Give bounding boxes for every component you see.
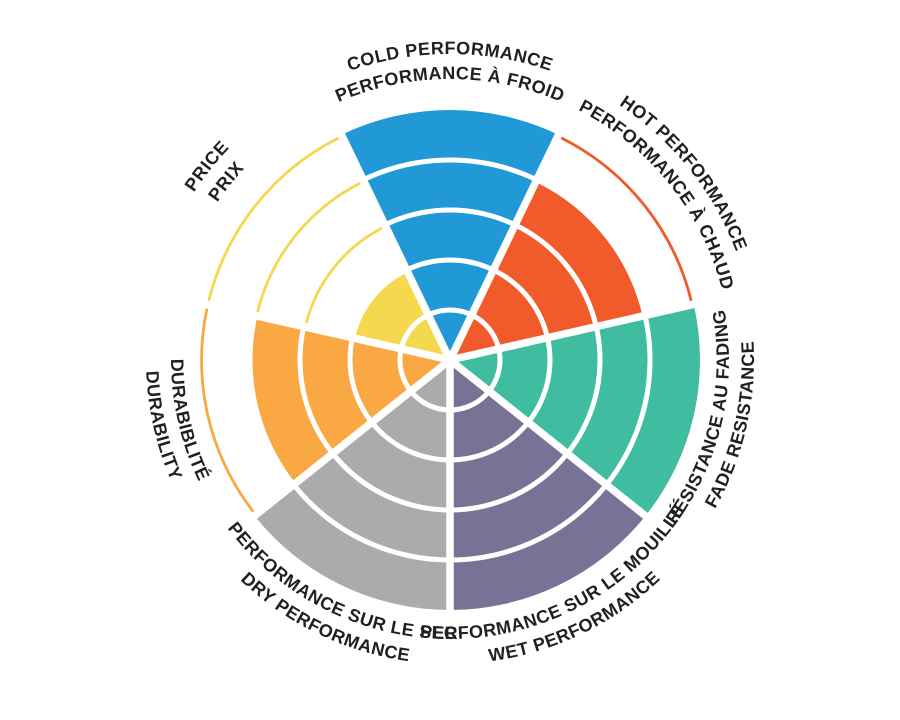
- sector-price-ring-outline: [305, 227, 383, 324]
- sector-divider: [246, 357, 453, 524]
- sector-price-ring-outline: [207, 137, 339, 302]
- sector-wet-fill: [450, 360, 646, 610]
- sector-durability-ring-outline: [200, 308, 254, 513]
- sector-hot-ring-outline: [561, 137, 693, 302]
- sector-dry-fill: [254, 360, 450, 610]
- sector-cold-fill: [341, 110, 559, 361]
- sector-cold: [341, 110, 559, 361]
- sector-fade: [450, 304, 700, 516]
- sector-price-ring-outline: [256, 182, 361, 313]
- sector-hot-label-line1: HOT PERFORMANCE: [617, 92, 752, 254]
- sector-divider: [449, 299, 702, 364]
- sector-dry: [254, 360, 450, 610]
- sector-divider: [198, 299, 451, 364]
- sector-wet: [450, 360, 646, 610]
- sector-divider: [335, 126, 454, 362]
- sector-fade-fill: [450, 304, 700, 516]
- sector-divider: [446, 126, 565, 362]
- sector-divider: [447, 357, 654, 524]
